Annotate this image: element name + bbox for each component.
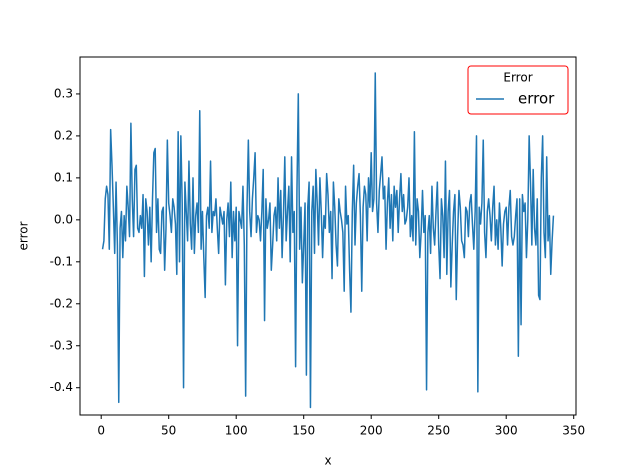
x-tick-label: 350 (562, 424, 585, 438)
y-tick-label: 0.0 (54, 212, 73, 226)
x-tick-label: 200 (360, 424, 383, 438)
x-tick-label: 150 (292, 424, 315, 438)
x-tick-label: 0 (97, 424, 105, 438)
legend-label: error (518, 90, 555, 108)
x-tick-label: 300 (495, 424, 518, 438)
y-tick-label: -0.1 (50, 254, 73, 268)
y-tick-label: -0.2 (50, 296, 73, 310)
x-tick-label: 100 (225, 424, 248, 438)
legend-title: Error (503, 71, 532, 85)
y-tick-label: -0.3 (50, 338, 73, 352)
y-axis-label: error (17, 221, 31, 250)
x-tick-label: 50 (161, 424, 176, 438)
line-series (101, 72, 555, 409)
y-tick-label: 0.1 (54, 170, 73, 184)
y-tick-label: 0.2 (54, 128, 73, 142)
y-tick-label: 0.3 (54, 86, 73, 100)
x-axis-label: x (324, 454, 331, 468)
legend-box (467, 65, 569, 115)
plot-frame (79, 56, 577, 416)
x-tick-label: 250 (427, 424, 450, 438)
y-tick-label: -0.4 (50, 380, 73, 394)
